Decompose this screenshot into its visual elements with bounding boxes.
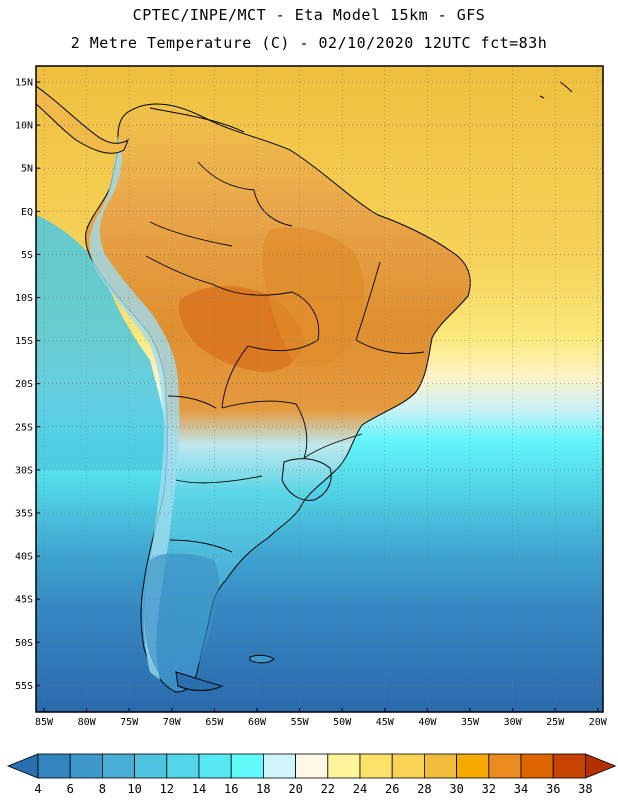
latitude-label: 25S: [15, 422, 33, 433]
colorbar-swatch: [520, 753, 554, 779]
country-borders: [145, 161, 425, 553]
longitude-label: 60W: [248, 717, 267, 728]
latitude-label: 10S: [15, 293, 33, 304]
temperature-colorbar: 4 6 8 10 12 14 16 18 20 22 24 26 28 30 32 34 36 38: [6, 753, 617, 796]
colorbar-swatch: [69, 753, 103, 779]
caribbean-coast: [149, 81, 573, 133]
uruguay-outline: [281, 458, 332, 501]
latitude-label: 45S: [15, 595, 33, 606]
colorbar-label: 38: [578, 782, 592, 796]
colorbar-swatch: [102, 753, 136, 779]
latitude-label: 40S: [15, 552, 33, 563]
chart-title-line-2: 2 Metre Temperature (C) - 02/10/2020 12U…: [70, 34, 548, 52]
colorbar-swatch: [488, 753, 522, 779]
colorbar-swatch: [327, 753, 361, 779]
colorbar-swatch: [359, 753, 393, 779]
longitude-label: 55W: [291, 717, 310, 728]
graticule: [36, 66, 603, 712]
map-frame: [35, 65, 604, 713]
colorbar-swatches: [6, 753, 617, 779]
longitude-label: 20W: [589, 717, 608, 728]
longitude-label: 65W: [205, 717, 224, 728]
latitude-label: 20S: [15, 379, 33, 390]
latitude-label: 55S: [15, 681, 33, 692]
falkland-islands: [249, 654, 275, 664]
colorbar-swatch: [552, 753, 586, 779]
longitude-label: 40W: [418, 717, 437, 728]
colorbar-swatch: [295, 753, 329, 779]
latitude-label: 15S: [15, 336, 33, 347]
colorbar-label: 14: [192, 782, 206, 796]
latitude-label: 10N: [15, 121, 33, 132]
tierra-del-fuego: [175, 671, 224, 691]
colorbar-label: 30: [449, 782, 463, 796]
latitude-label: 50S: [15, 638, 33, 649]
colorbar-swatch: [423, 753, 457, 779]
colorbar-label: 4: [34, 782, 41, 796]
colorbar-label: 18: [256, 782, 270, 796]
colorbar-label: 12: [160, 782, 174, 796]
colorbar-swatch: [166, 753, 200, 779]
colorbar-arrow-high: [585, 753, 617, 779]
andes-cool-strip: [89, 136, 180, 680]
latitude-label: 30S: [15, 465, 33, 476]
colorbar-swatch: [134, 753, 168, 779]
latitude-label: 35S: [15, 509, 33, 520]
colorbar-swatch: [262, 753, 296, 779]
colorbar-labels: 4 6 8 10 12 14 16 18 20 22 24 26 28 30 32 34 36 38: [34, 782, 592, 796]
colorbar-label: 32: [482, 782, 496, 796]
latitude-label: 15N: [15, 78, 33, 89]
temperature-map: 15N 10N 5N EQ 5S 10S 15S 20S 25S 30S 35S 40S 45S 50S 5…: [15, 65, 608, 728]
longitude-labels: 85W 80W 75W 70W 65W 60W 55W 50W 45W 40W 35W 30W 25W 2…: [35, 717, 608, 728]
latitude-label: 5N: [21, 164, 33, 175]
longitude-label: 85W: [35, 717, 54, 728]
colorbar-swatch: [391, 753, 425, 779]
colorbar-label: 10: [127, 782, 141, 796]
colorbar-arrow-low: [6, 753, 39, 779]
colorbar-swatch: [198, 753, 232, 779]
latitude-labels: 15N 10N 5N EQ 5S 10S 15S 20S 25S 30S 35S 40S 45S 50S 5…: [15, 78, 33, 692]
colorbar-label: 28: [417, 782, 431, 796]
patagonia-cool: [143, 553, 219, 690]
panama-central-america: [36, 85, 130, 154]
central-brazil-warm: [262, 227, 365, 368]
longitude-label: 75W: [120, 717, 139, 728]
longitude-label: 30W: [504, 717, 523, 728]
colorbar-label: 26: [385, 782, 399, 796]
colorbar-label: 8: [99, 782, 106, 796]
longitude-label: 45W: [376, 717, 395, 728]
colorbar-label: 20: [288, 782, 302, 796]
longitude-label: 35W: [461, 717, 480, 728]
longitude-label: 25W: [546, 717, 565, 728]
colorbar-label: 22: [321, 782, 335, 796]
colorbar-label: 6: [67, 782, 74, 796]
pacific-cool-current: [36, 215, 170, 470]
colorbar-swatch: [230, 753, 264, 779]
longitude-label: 50W: [333, 717, 352, 728]
longitude-label: 70W: [163, 717, 182, 728]
chart-title-line-1: CPTEC/INPE/MCT - Eta Model 15km - GFS: [132, 6, 486, 24]
latitude-label: 5S: [21, 250, 33, 261]
colorbar-label: 24: [353, 782, 367, 796]
colorbar-swatch: [456, 753, 490, 779]
colorbar-label: 16: [224, 782, 238, 796]
latitude-label: EQ: [21, 207, 33, 218]
colorbar-label: 36: [546, 782, 560, 796]
longitude-label: 80W: [78, 717, 97, 728]
colorbar-swatch: [37, 753, 71, 779]
colorbar-label: 34: [514, 782, 528, 796]
